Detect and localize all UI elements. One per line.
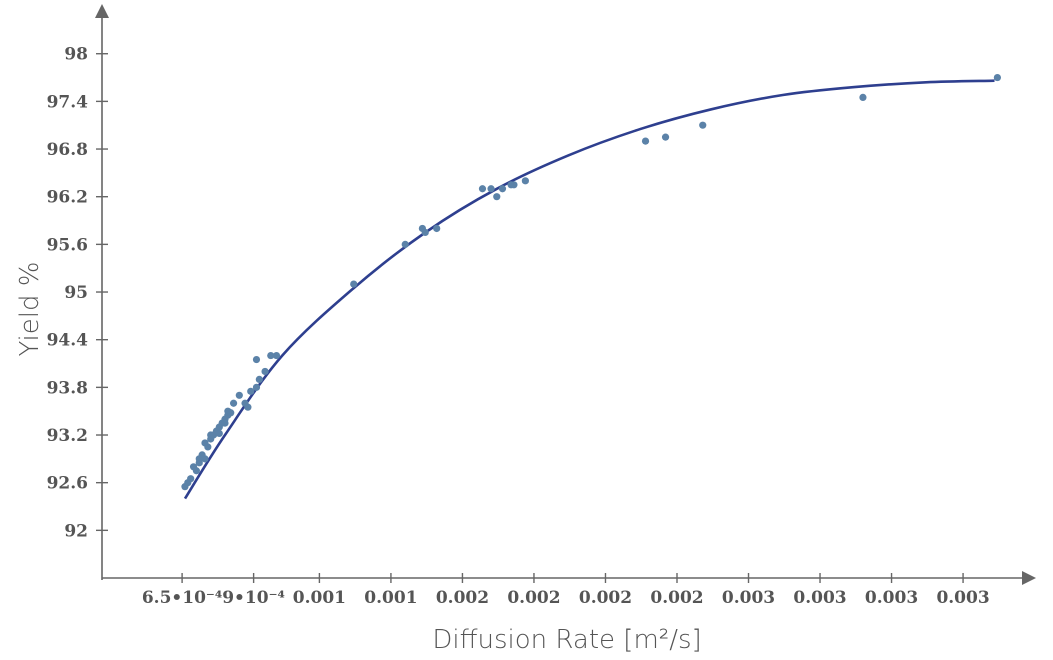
data-point [229,399,238,407]
axes [95,4,1036,585]
data-point [521,177,529,185]
x-tick-label: 0.002 [507,588,560,608]
data-point [487,185,495,193]
data-point [498,185,507,193]
x-tick-label: 0.001 [293,588,346,608]
data-point [252,355,261,364]
x-tick-label: 0.001 [364,588,417,608]
data-point [244,403,252,411]
x-tick-label: 0.003 [865,588,918,608]
x-axis-title: Diffusion Rate [m²/s] [432,625,701,655]
y-tick-label: 92 [64,521,88,541]
data-point [401,240,409,248]
y-tick-label: 95 [64,283,88,303]
x-ticks: 6.5•10⁻⁴ 9•10⁻⁴ 0.001 0.001 0.002 0.002 0.002 0… [142,573,990,608]
x-tick-label: 0.002 [579,588,632,608]
fit-line [183,79,995,500]
data-point [267,351,275,360]
y-axis-arrow [95,4,109,18]
data-point [201,455,209,463]
data-point [187,475,195,483]
data-point [261,367,269,376]
data-point [204,443,212,451]
y-tick-label: 95.6 [47,235,88,255]
data-point [421,228,429,237]
data-point [478,185,487,193]
data-points [181,73,1001,491]
data-point [255,375,263,384]
y-tick-label: 93.8 [47,378,88,398]
x-tick-label: 0.003 [722,588,775,608]
y-tick-label: 92.6 [47,474,88,494]
x-axis-arrow [1022,571,1036,585]
data-point [252,383,261,391]
data-point [215,429,223,438]
y-tick-label: 93.2 [47,426,88,446]
y-tick-label: 94.4 [47,331,89,351]
y-ticks: 92 92.6 93.2 93.8 94.4 95 95.6 96.2 96.8 97.4 98 [47,45,108,541]
data-point [433,224,441,233]
data-point [247,387,255,395]
x-tick-label: 9•10⁻⁴ [222,588,285,608]
data-point [641,137,650,145]
data-point [859,93,867,102]
y-tick-label: 97.4 [47,92,89,112]
x-tick-label: 0.003 [793,588,846,608]
data-point [235,391,243,399]
data-point [272,351,281,360]
data-point [192,467,201,475]
x-tick-label: 0.002 [650,588,703,608]
data-point [993,73,1001,82]
y-axis-title: Yield % [15,262,45,357]
x-tick-label: 0.002 [436,588,489,608]
data-point [493,193,501,201]
y-tick-label: 96.8 [47,140,88,160]
y-tick-label: 98 [64,45,88,65]
data-point [661,133,670,141]
data-point [699,121,707,129]
x-tick-label: 6.5•10⁻⁴ [142,588,223,608]
y-tick-label: 96.2 [47,188,88,208]
data-point [510,181,518,189]
x-tick-label: 0.003 [936,588,989,608]
data-point [227,409,235,417]
data-point [350,280,358,288]
